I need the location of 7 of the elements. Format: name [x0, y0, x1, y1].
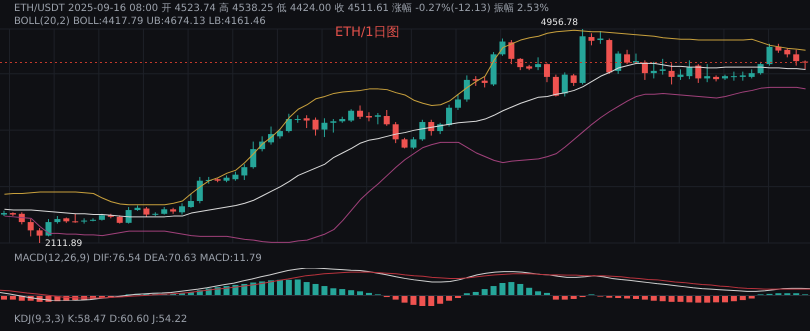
- text: MACD(12,26,9) DIF:76.54 DEA:70.63 MACD:11.79: [14, 252, 262, 265]
- text: 4956.78: [540, 18, 578, 28]
- text: ETH/USDT 2025-09-16 08:00 开 4523.74 高 4538.25 低 4424.00 收 4511.61 涨幅 -0.27%(-12.13) 振幅 2.53%: [14, 2, 549, 15]
- text: KDJ(9,3,3) K:58.47 D:60.60 J:54.22: [14, 313, 188, 326]
- text: BOLL(20,2) BOLL:4417.79 UB:4674.13 LB:4161.46: [14, 16, 266, 27]
- chart-title: ETH/1日图: [335, 24, 400, 41]
- annotation: 2111.89: [45, 239, 83, 249]
